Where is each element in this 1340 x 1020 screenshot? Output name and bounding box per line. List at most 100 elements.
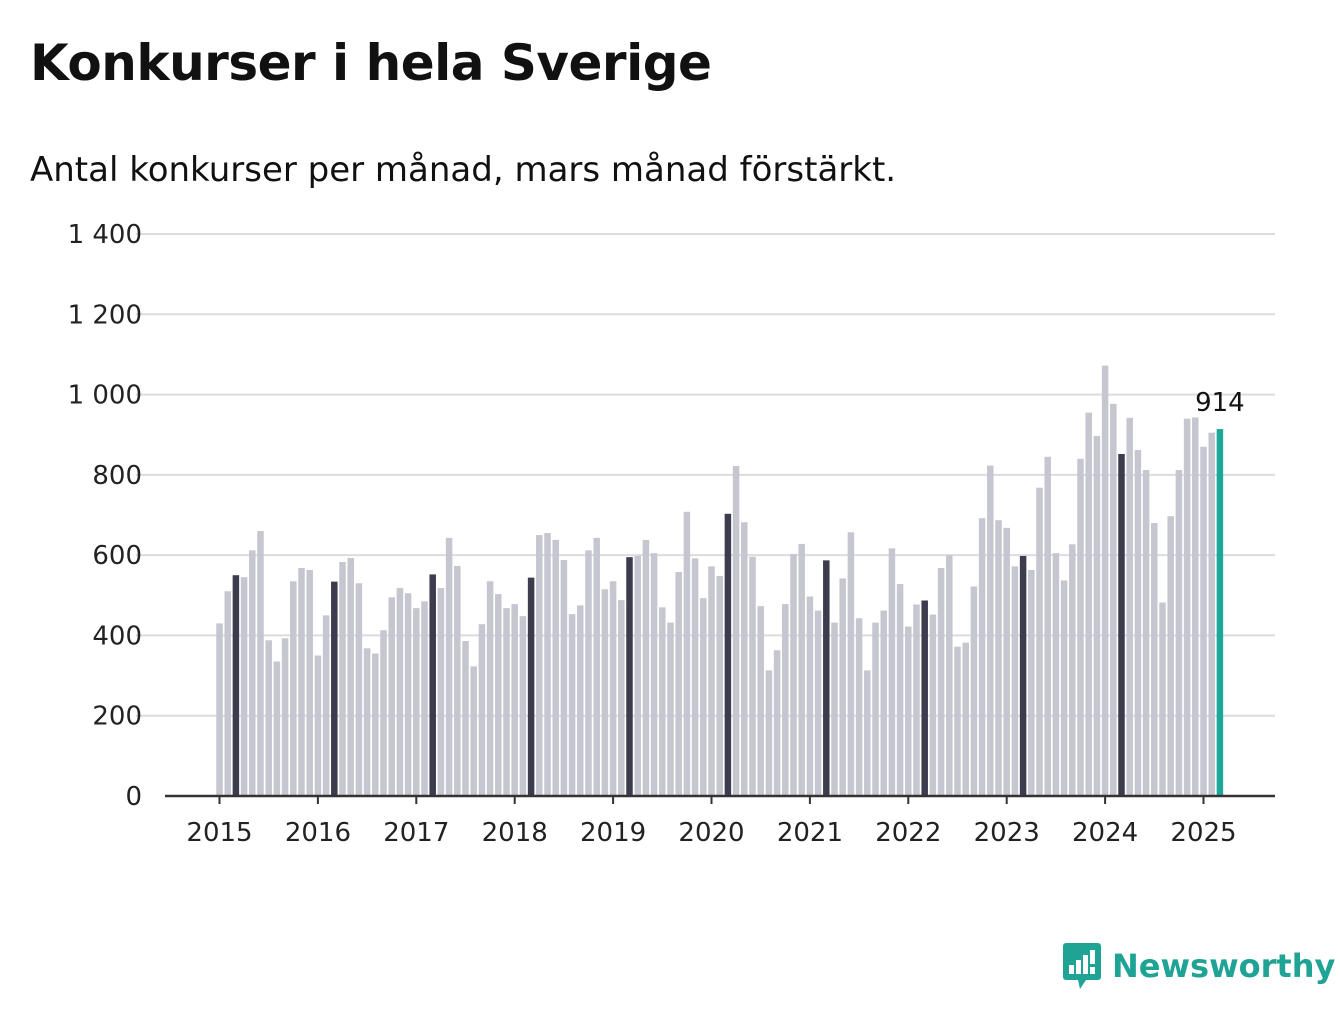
bar (273, 661, 281, 796)
bar (741, 522, 748, 796)
bar (388, 597, 395, 796)
bar (601, 589, 609, 796)
bar (1183, 418, 1191, 796)
bar-march (232, 575, 240, 796)
y-tick-label: 1 000 (68, 381, 142, 411)
bar (257, 531, 264, 796)
bar (700, 598, 707, 796)
newsworthy-logo-icon (1063, 943, 1101, 989)
bar (1028, 570, 1035, 796)
y-tick-label: 200 (92, 702, 142, 732)
bar-march (1019, 555, 1027, 796)
bar (339, 561, 346, 796)
x-tick-label: 2018 (482, 818, 548, 848)
bar (454, 565, 461, 796)
bar (896, 584, 904, 796)
bar-march (331, 581, 338, 796)
bar (618, 600, 625, 796)
bar (1151, 523, 1158, 796)
bar (290, 581, 297, 796)
x-tick-label: 2020 (678, 818, 744, 848)
bar (757, 606, 764, 796)
bar (1110, 403, 1117, 796)
bar (1052, 553, 1060, 796)
bar (913, 604, 920, 796)
bar-march (1118, 453, 1125, 796)
bar (937, 567, 945, 796)
bar (847, 532, 855, 796)
bar (265, 640, 272, 796)
bar (880, 610, 887, 796)
bar (470, 666, 477, 796)
bar (1085, 412, 1092, 796)
bar (519, 616, 527, 796)
y-tick-label: 600 (92, 541, 142, 571)
bar (249, 550, 256, 796)
bar (929, 614, 937, 796)
bar (536, 535, 543, 796)
data-label-latest: 914 (1195, 388, 1245, 418)
bar (1208, 432, 1215, 796)
x-tick-label: 2024 (1072, 818, 1138, 848)
bar (773, 650, 781, 796)
bar (872, 622, 879, 796)
bar (216, 623, 223, 796)
bar (1060, 580, 1068, 796)
bar (298, 567, 305, 796)
bar (585, 550, 592, 796)
x-axis-ticks: 2015 2016 2017 2018 2019 2020 2021 2022 2023 2024… (186, 796, 1237, 848)
bar (355, 583, 363, 796)
bar (954, 646, 961, 796)
bar (831, 622, 838, 796)
bar (577, 605, 584, 796)
bar (240, 577, 248, 796)
y-tick-label: 800 (92, 461, 142, 491)
bar (708, 566, 715, 796)
bar (1159, 602, 1166, 796)
bar (1044, 456, 1051, 796)
bar (790, 553, 797, 796)
bar (1011, 566, 1019, 796)
bar (634, 555, 641, 796)
bar (511, 604, 518, 796)
bar-march (626, 557, 633, 796)
bar (732, 466, 740, 796)
bar (568, 614, 576, 796)
bar (1126, 417, 1133, 796)
bar-latest (1216, 429, 1224, 796)
x-tick-label: 2019 (580, 818, 646, 848)
bar (1036, 487, 1043, 796)
bar (650, 553, 658, 796)
bar (782, 604, 789, 796)
bar (806, 596, 814, 796)
bar-march (724, 513, 732, 796)
bar (1093, 435, 1101, 796)
bar (560, 559, 568, 796)
bar (1134, 449, 1142, 796)
bar (544, 533, 551, 796)
bar (322, 615, 330, 796)
bar (437, 588, 445, 796)
bar (478, 624, 486, 796)
y-tick-label: 0 (125, 782, 142, 812)
bar (1200, 446, 1207, 796)
bar (970, 586, 978, 796)
bar (1077, 458, 1084, 796)
x-tick-label: 2025 (1170, 818, 1236, 848)
bar (995, 520, 1002, 796)
bar (683, 511, 691, 796)
bar (749, 556, 756, 796)
bar (675, 572, 682, 796)
bar (905, 626, 912, 796)
brand-name: Newsworthy (1112, 947, 1336, 985)
bar-march (527, 577, 535, 796)
x-tick-label: 2022 (875, 818, 941, 848)
bar (962, 642, 969, 796)
bar (946, 555, 953, 796)
bar (421, 601, 428, 796)
y-tick-label: 1 400 (68, 220, 142, 250)
chart-title: Konkurser i hela Sverige (30, 34, 712, 92)
bar (413, 608, 420, 796)
bar (765, 670, 773, 796)
bar (716, 576, 723, 796)
